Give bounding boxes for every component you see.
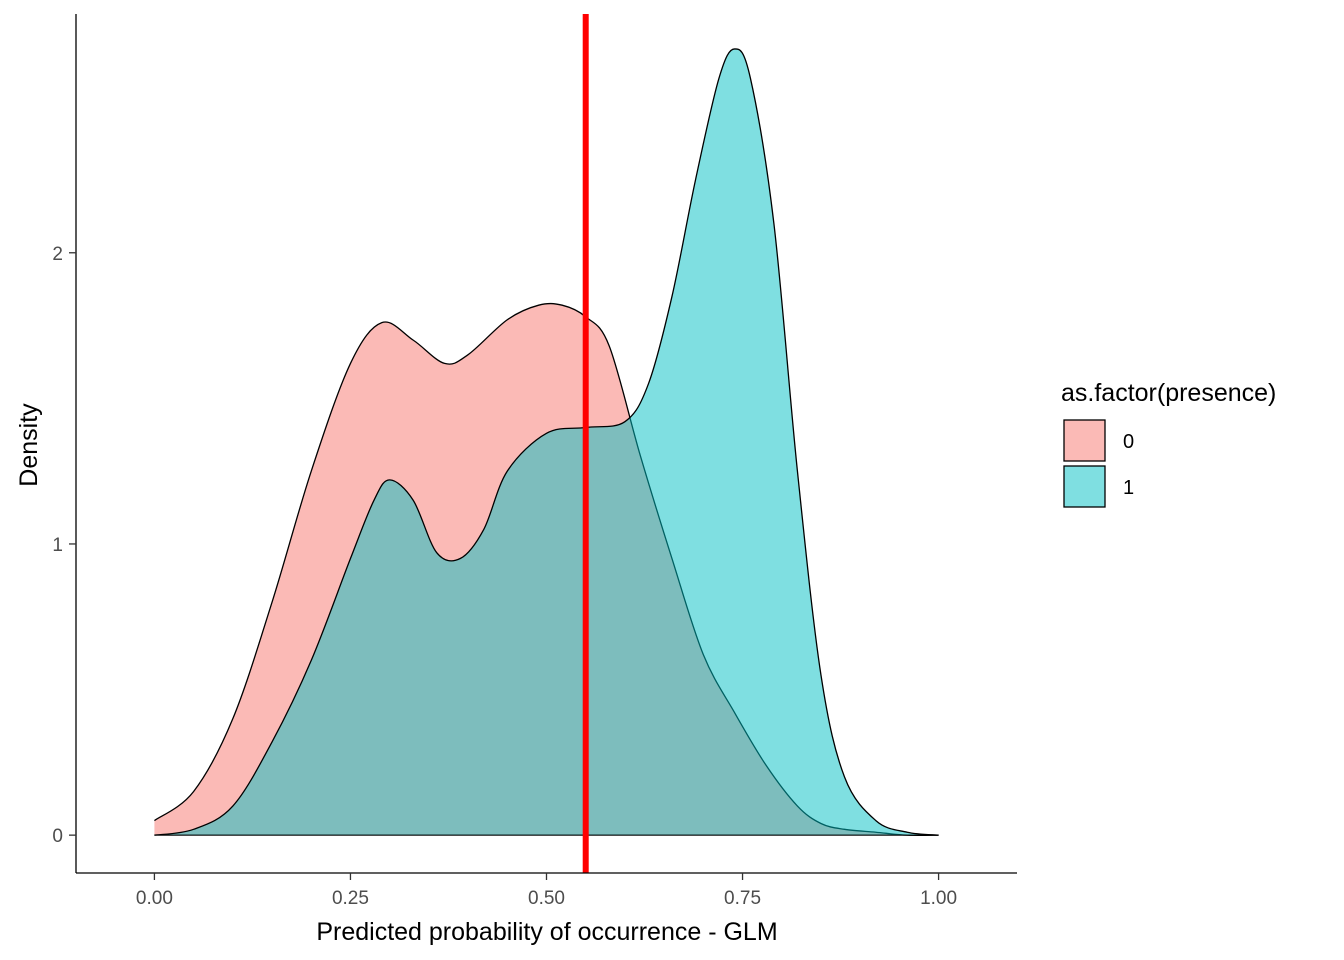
axes: 0.00 0.25 0.50 0.75 1.00 0 1 2: [52, 14, 1017, 909]
legend-label-0: 0: [1123, 431, 1134, 453]
legend-title: as.factor(presence): [1061, 379, 1276, 407]
density-areas: [154, 48, 939, 837]
x-axis-title: Predicted probability of occurrence - GL…: [316, 918, 777, 946]
x-tick-label: 0.00: [136, 888, 173, 909]
y-tick-label: 2: [52, 244, 63, 265]
x-tick-label: 1.00: [920, 888, 957, 909]
legend-items: 01: [1063, 419, 1134, 508]
x-tick-label: 0.75: [724, 888, 761, 909]
y-ticks: 0 1 2: [52, 244, 76, 847]
legend-label-1: 1: [1123, 477, 1134, 499]
density-outline-1: [154, 48, 939, 836]
y-tick-label: 1: [52, 535, 63, 556]
x-ticks: 0.00 0.25 0.50 0.75 1.00: [136, 873, 957, 909]
density-area-1: [154, 48, 939, 836]
x-tick-label: 0.25: [332, 888, 369, 909]
legend-key-1: [1063, 465, 1106, 508]
legend-key-0: [1063, 419, 1106, 462]
y-tick-label: 0: [52, 826, 63, 847]
y-axis-title: Density: [15, 403, 43, 487]
x-tick-label: 0.50: [528, 888, 565, 909]
legend: as.factor(presence) 01: [1061, 379, 1276, 508]
